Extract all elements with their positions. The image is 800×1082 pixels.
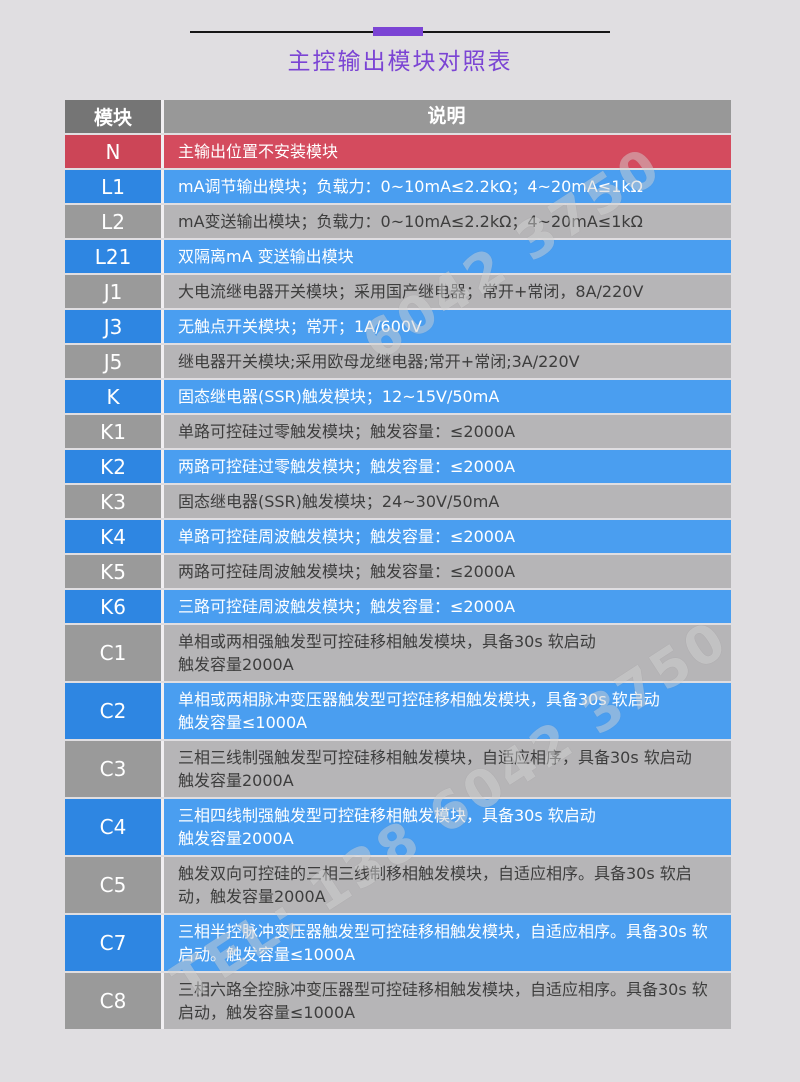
table-row: C8 三相六路全控脉冲变压器型可控硅移相触发模块，自适应相序。具备30s 软启动… bbox=[65, 973, 731, 1029]
description-line: 单路可控硅周波触发模块；触发容量：≤2000A bbox=[178, 527, 516, 546]
table-row: K1 单路可控硅过零触发模块；触发容量：≤2000A bbox=[65, 415, 731, 448]
description-line: 单相或两相强触发型可控硅移相触发模块，具备30s 软启动 bbox=[178, 632, 596, 651]
module-cell: C5 bbox=[65, 857, 161, 913]
module-description-cell: 触发双向可控硅的三相三线制移相触发模块，自适应相序。具备30s 软启动，触发容量… bbox=[164, 857, 731, 913]
module-cell: K1 bbox=[65, 415, 161, 448]
module-cell: C7 bbox=[65, 915, 161, 971]
table-row: J5 继电器开关模块;采用欧母龙继电器;常开+常闭;3A/220V bbox=[65, 345, 731, 378]
description-line: 触发容量2000A bbox=[178, 655, 294, 674]
module-description-cell: 三相四线制强触发型可控硅移相触发模块，具备30s 软启动 触发容量2000A bbox=[164, 799, 731, 855]
module-cell: N bbox=[65, 135, 161, 168]
module-description-cell: 三相三线制强触发型可控硅移相触发模块，自适应相序，具备30s 软启动 触发容量20… bbox=[164, 741, 731, 797]
description-line: 主输出位置不安装模块 bbox=[178, 142, 339, 161]
table-row: J3 无触点开关模块；常开；1A/600V bbox=[65, 310, 731, 343]
description-line: 三相六路全控脉冲变压器型可控硅移相触发模块，自适应相序。具备30s 软启动，触发… bbox=[178, 980, 708, 1022]
module-comparison-table: 模块 说明 N 主输出位置不安装模块 L1 mA调节输出模块；负载力：0~10m… bbox=[65, 100, 731, 1031]
module-cell: J5 bbox=[65, 345, 161, 378]
table-row: L1 mA调节输出模块；负载力：0~10mA≤2.2kΩ；4~20mA≤1kΩ bbox=[65, 170, 731, 203]
divider-accent-bar bbox=[373, 27, 423, 36]
module-cell: K2 bbox=[65, 450, 161, 483]
module-cell: L1 bbox=[65, 170, 161, 203]
module-description-cell: 三路可控硅周波触发模块；触发容量：≤2000A bbox=[164, 590, 731, 623]
description-line: 三路可控硅周波触发模块；触发容量：≤2000A bbox=[178, 597, 516, 616]
module-cell: C4 bbox=[65, 799, 161, 855]
module-cell: C3 bbox=[65, 741, 161, 797]
module-description-cell: 单路可控硅过零触发模块；触发容量：≤2000A bbox=[164, 415, 731, 448]
table-row: K 固态继电器(SSR)触发模块；12~15V/50mA bbox=[65, 380, 731, 413]
module-cell: C2 bbox=[65, 683, 161, 739]
module-cell: C1 bbox=[65, 625, 161, 681]
module-column-header: 模块 bbox=[65, 100, 161, 133]
module-cell: K4 bbox=[65, 520, 161, 553]
module-description-cell: 主输出位置不安装模块 bbox=[164, 135, 731, 168]
description-line: 单路可控硅过零触发模块；触发容量：≤2000A bbox=[178, 422, 516, 441]
module-description-cell: 三相半控脉冲变压器触发型可控硅移相触发模块，自适应相序。具备30s 软启动。触发… bbox=[164, 915, 731, 971]
description-column-header: 说明 bbox=[164, 100, 731, 133]
module-description-cell: 固态继电器(SSR)触发模块；24~30V/50mA bbox=[164, 485, 731, 518]
module-cell: K5 bbox=[65, 555, 161, 588]
description-line: 双隔离mA 变送输出模块 bbox=[178, 247, 354, 266]
table-row: C1 单相或两相强触发型可控硅移相触发模块，具备30s 软启动 触发容量2000A bbox=[65, 625, 731, 681]
description-line: 触发双向可控硅的三相三线制移相触发模块，自适应相序。具备30s 软启动，触发容量… bbox=[178, 864, 692, 906]
table-row: C5 触发双向可控硅的三相三线制移相触发模块，自适应相序。具备30s 软启动，触… bbox=[65, 857, 731, 913]
description-line: 大电流继电器开关模块；采用国产继电器；常开+常闭，8A/220V bbox=[178, 282, 644, 301]
module-cell: K3 bbox=[65, 485, 161, 518]
module-cell: J1 bbox=[65, 275, 161, 308]
description-line: 继电器开关模块;采用欧母龙继电器;常开+常闭;3A/220V bbox=[178, 352, 580, 371]
description-line: 三相三线制强触发型可控硅移相触发模块，自适应相序，具备30s 软启动 bbox=[178, 748, 692, 767]
description-line: 三相半控脉冲变压器触发型可控硅移相触发模块，自适应相序。具备30s 软启动。触发… bbox=[178, 922, 708, 964]
description-line: mA调节输出模块；负载力：0~10mA≤2.2kΩ；4~20mA≤1kΩ bbox=[178, 177, 643, 196]
description-line: 固态继电器(SSR)触发模块；12~15V/50mA bbox=[178, 387, 500, 406]
description-line: 固态继电器(SSR)触发模块；24~30V/50mA bbox=[178, 492, 500, 511]
table-row: K4 单路可控硅周波触发模块；触发容量：≤2000A bbox=[65, 520, 731, 553]
table-row: L2 mA变送输出模块；负载力：0~10mA≤2.2kΩ；4~20mA≤1kΩ bbox=[65, 205, 731, 238]
description-line: 单相或两相脉冲变压器触发型可控硅移相触发模块，具备30s 软启动 bbox=[178, 690, 660, 709]
module-description-cell: 双隔离mA 变送输出模块 bbox=[164, 240, 731, 273]
table-body: N 主输出位置不安装模块 L1 mA调节输出模块；负载力：0~10mA≤2.2k… bbox=[65, 135, 731, 1029]
table-row: K6 三路可控硅周波触发模块；触发容量：≤2000A bbox=[65, 590, 731, 623]
module-cell: L21 bbox=[65, 240, 161, 273]
table-row: C2 单相或两相脉冲变压器触发型可控硅移相触发模块，具备30s 软启动 触发容量≤… bbox=[65, 683, 731, 739]
description-line: mA变送输出模块；负载力：0~10mA≤2.2kΩ；4~20mA≤1kΩ bbox=[178, 212, 643, 231]
module-cell: K6 bbox=[65, 590, 161, 623]
module-description-cell: 单相或两相强触发型可控硅移相触发模块，具备30s 软启动 触发容量2000A bbox=[164, 625, 731, 681]
description-line: 触发容量2000A bbox=[178, 771, 294, 790]
table-row: N 主输出位置不安装模块 bbox=[65, 135, 731, 168]
module-description-cell: mA调节输出模块；负载力：0~10mA≤2.2kΩ；4~20mA≤1kΩ bbox=[164, 170, 731, 203]
description-line: 两路可控硅周波触发模块；触发容量：≤2000A bbox=[178, 562, 516, 581]
module-description-cell: 单路可控硅周波触发模块；触发容量：≤2000A bbox=[164, 520, 731, 553]
table-row: C3 三相三线制强触发型可控硅移相触发模块，自适应相序，具备30s 软启动 触发容… bbox=[65, 741, 731, 797]
table-row: L21 双隔离mA 变送输出模块 bbox=[65, 240, 731, 273]
page-title: 主控输出模块对照表 bbox=[287, 49, 513, 75]
description-line: 无触点开关模块；常开；1A/600V bbox=[178, 317, 423, 336]
module-description-cell: 大电流继电器开关模块；采用国产继电器；常开+常闭，8A/220V bbox=[164, 275, 731, 308]
description-line: 触发容量2000A bbox=[178, 829, 294, 848]
table-row: C4 三相四线制强触发型可控硅移相触发模块，具备30s 软启动 触发容量2000A bbox=[65, 799, 731, 855]
module-cell: J3 bbox=[65, 310, 161, 343]
module-description-cell: 单相或两相脉冲变压器触发型可控硅移相触发模块，具备30s 软启动 触发容量≤100… bbox=[164, 683, 731, 739]
description-line: 三相四线制强触发型可控硅移相触发模块，具备30s 软启动 bbox=[178, 806, 596, 825]
description-line: 两路可控硅过零触发模块；触发容量：≤2000A bbox=[178, 457, 516, 476]
table-row: K2 两路可控硅过零触发模块；触发容量：≤2000A bbox=[65, 450, 731, 483]
table-header-row: 模块 说明 bbox=[65, 100, 731, 133]
module-cell: C8 bbox=[65, 973, 161, 1029]
table-row: J1 大电流继电器开关模块；采用国产继电器；常开+常闭，8A/220V bbox=[65, 275, 731, 308]
module-description-cell: 继电器开关模块;采用欧母龙继电器;常开+常闭;3A/220V bbox=[164, 345, 731, 378]
module-cell: K bbox=[65, 380, 161, 413]
module-cell: L2 bbox=[65, 205, 161, 238]
module-description-cell: 三相六路全控脉冲变压器型可控硅移相触发模块，自适应相序。具备30s 软启动，触发… bbox=[164, 973, 731, 1029]
description-line: 触发容量≤1000A bbox=[178, 713, 308, 732]
module-description-cell: 两路可控硅周波触发模块；触发容量：≤2000A bbox=[164, 555, 731, 588]
table-row: K3 固态继电器(SSR)触发模块；24~30V/50mA bbox=[65, 485, 731, 518]
module-description-cell: 固态继电器(SSR)触发模块；12~15V/50mA bbox=[164, 380, 731, 413]
module-description-cell: 无触点开关模块；常开；1A/600V bbox=[164, 310, 731, 343]
table-row: C7 三相半控脉冲变压器触发型可控硅移相触发模块，自适应相序。具备30s 软启动… bbox=[65, 915, 731, 971]
table-row: K5 两路可控硅周波触发模块；触发容量：≤2000A bbox=[65, 555, 731, 588]
module-description-cell: mA变送输出模块；负载力：0~10mA≤2.2kΩ；4~20mA≤1kΩ bbox=[164, 205, 731, 238]
module-description-cell: 两路可控硅过零触发模块；触发容量：≤2000A bbox=[164, 450, 731, 483]
